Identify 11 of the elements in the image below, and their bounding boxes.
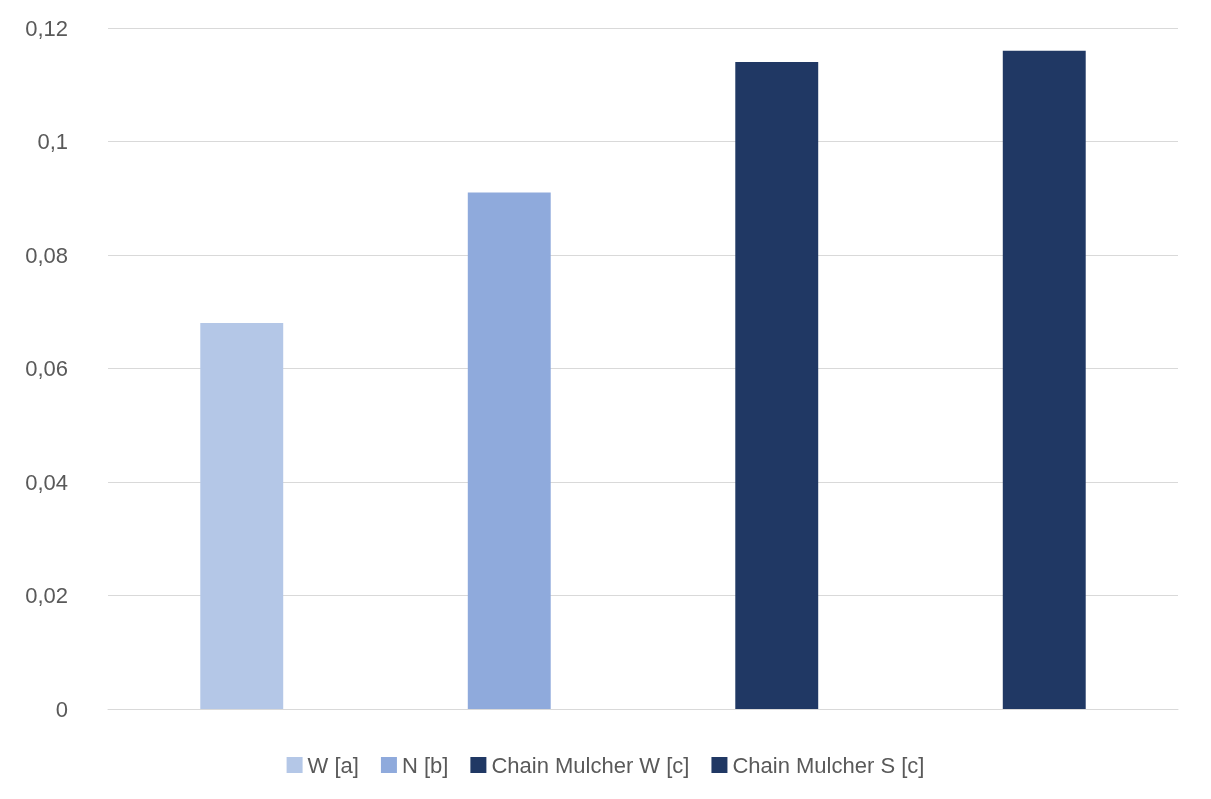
y-tick-label: 0,02 bbox=[25, 583, 68, 608]
legend-label: W [a] bbox=[307, 752, 359, 778]
y-tick-label: 0,06 bbox=[25, 356, 68, 381]
legend-label: Chain Mulcher S [c] bbox=[732, 752, 925, 778]
y-tick-label: 0 bbox=[55, 696, 68, 722]
y-tick-label: 0,1 bbox=[37, 129, 68, 154]
y-tick-label: 0,04 bbox=[25, 469, 68, 495]
legend-label: N [b] bbox=[401, 752, 449, 778]
y-tick-label: 0,12 bbox=[25, 15, 68, 41]
legend-label: Chain Mulcher W [c] bbox=[491, 752, 690, 778]
y-tick-label: 0,08 bbox=[25, 242, 68, 268]
